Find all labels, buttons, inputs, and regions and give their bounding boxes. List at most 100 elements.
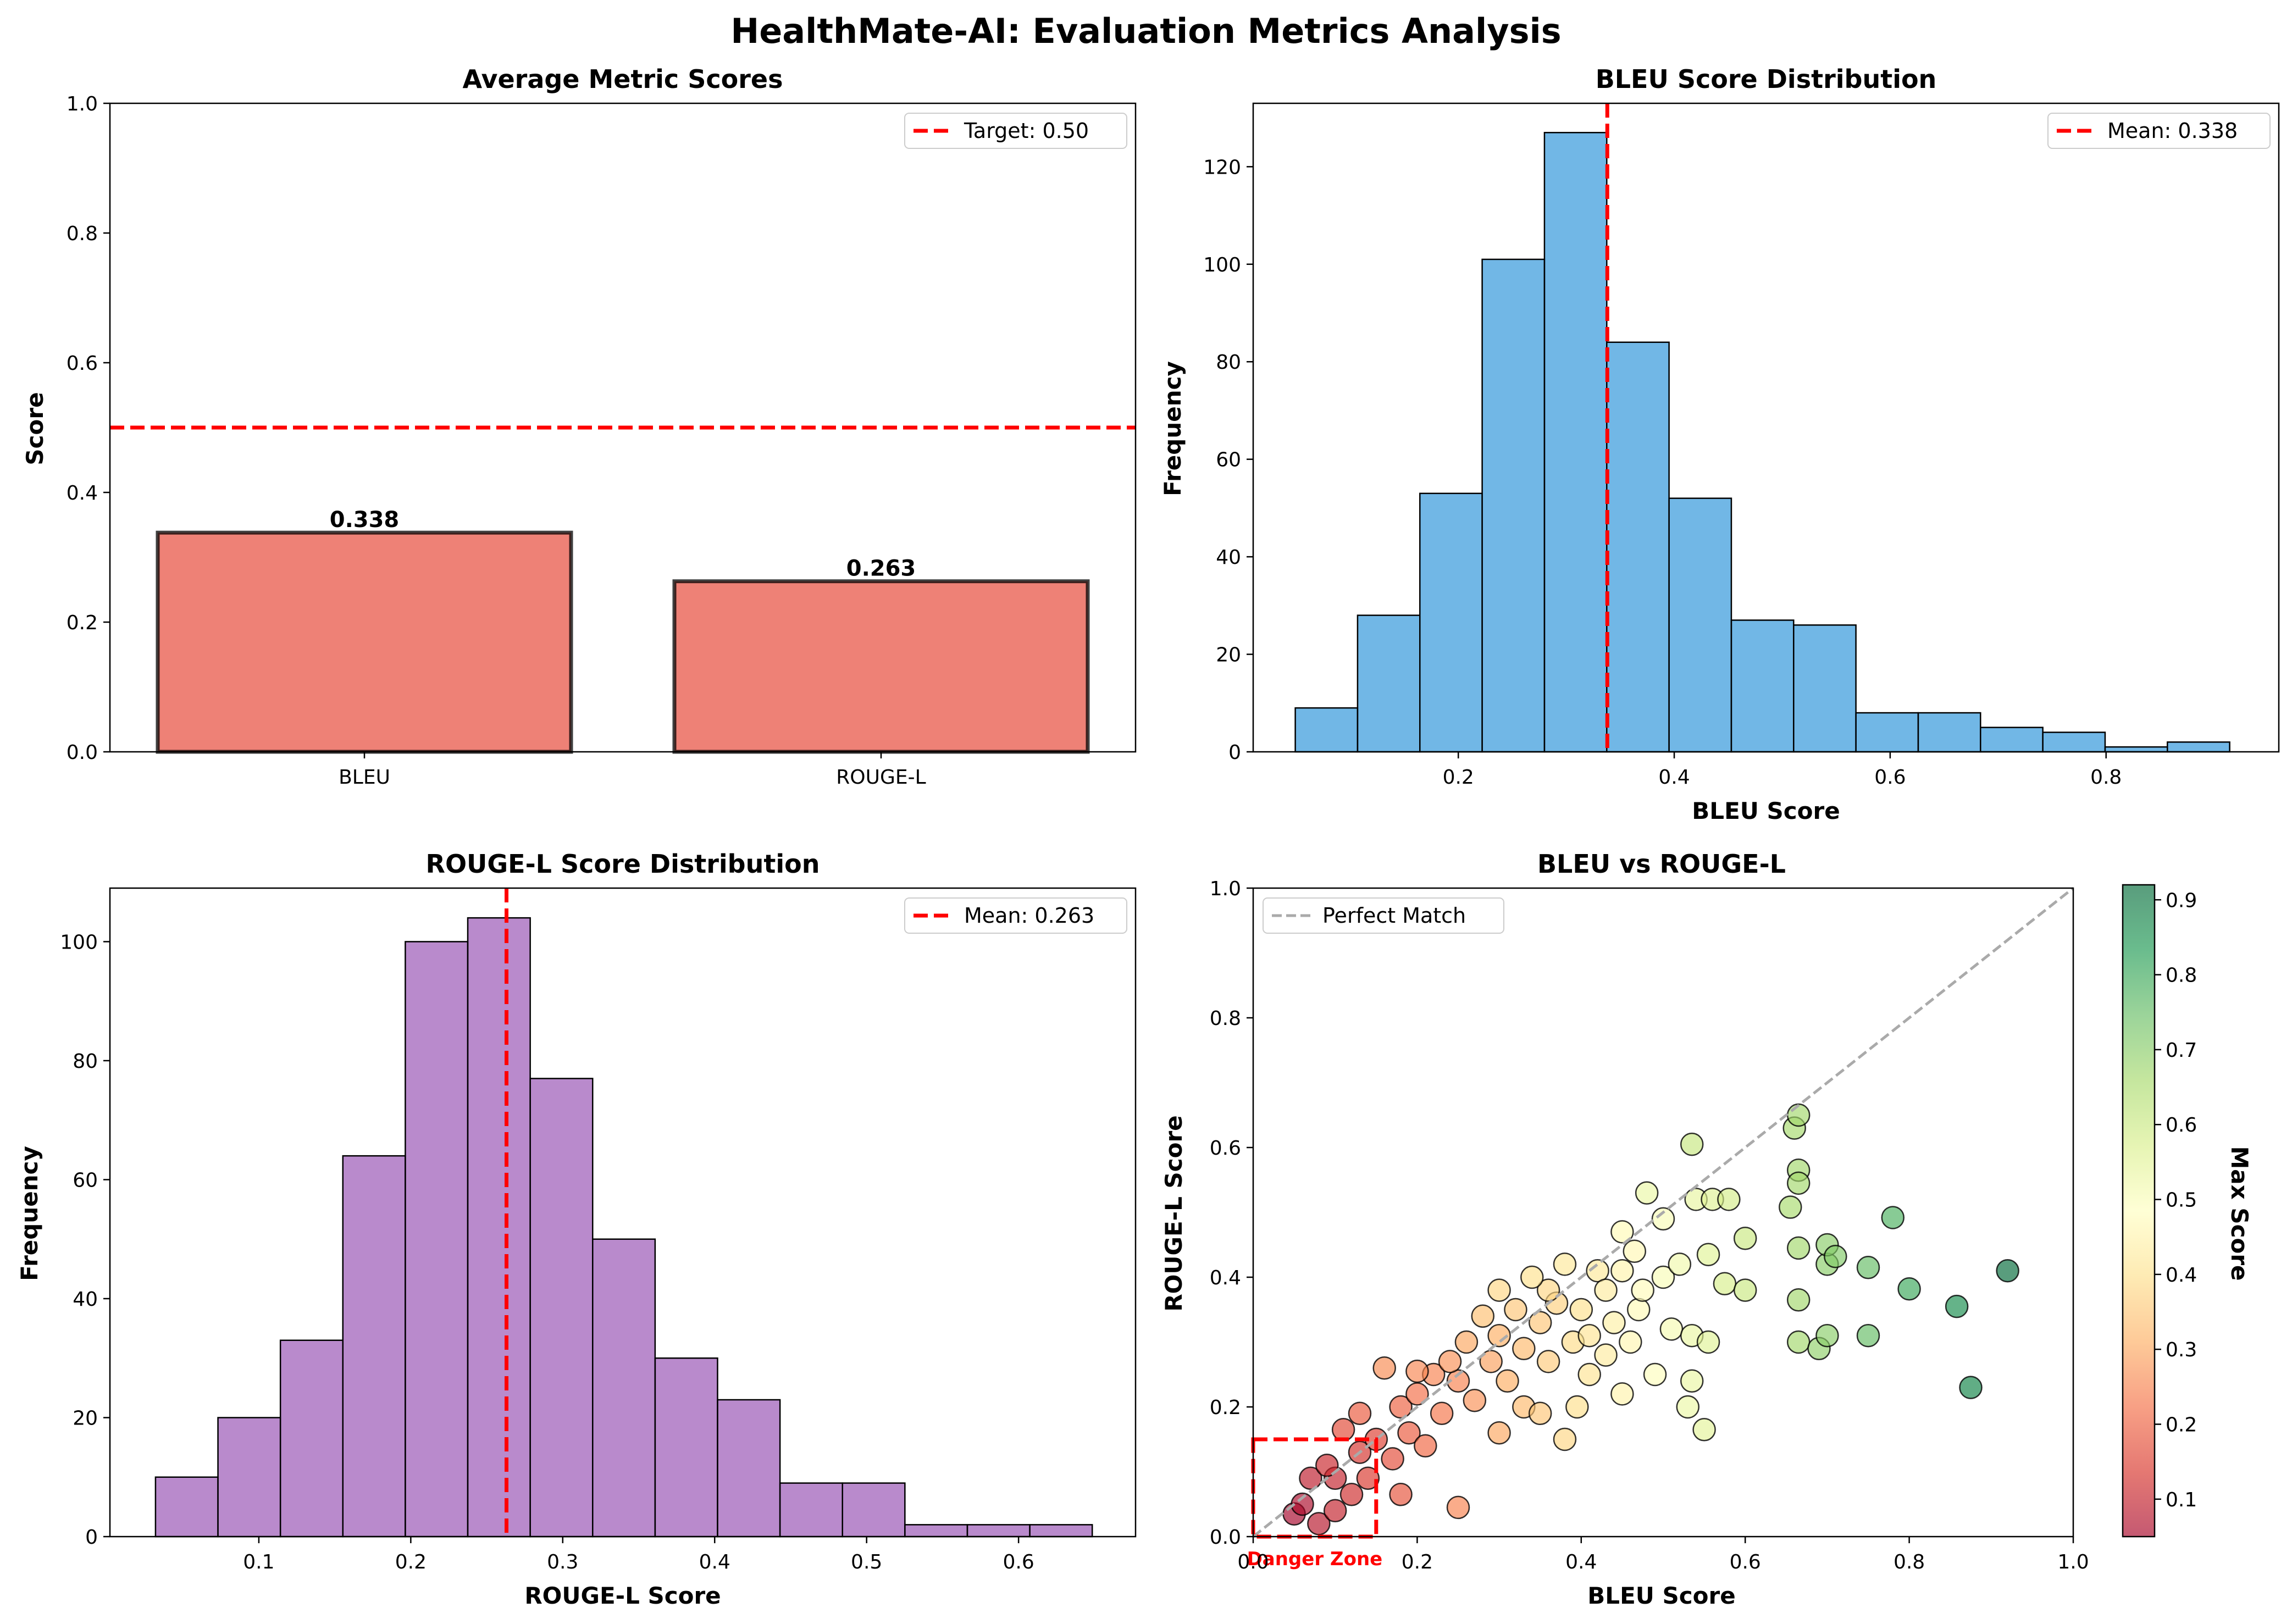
panel-bleu-distribution: BLEU Score Distribution BLEU Score Frequ… (1159, 64, 2280, 824)
p3-bin-13 (966, 1524, 1031, 1538)
scatter-point (1696, 1330, 1720, 1354)
scatter-point (1487, 1323, 1511, 1348)
scatter-point (1945, 1294, 1969, 1318)
p1-ytick-label-2: 0.4 (67, 482, 98, 505)
p3-ytick-label-2: 40 (73, 1288, 98, 1311)
scatter-point (1626, 1298, 1651, 1322)
colorbar-tick-label-6: 0.7 (2166, 1039, 2197, 1062)
p3-bin-3 (342, 1155, 406, 1538)
scatter-point (1536, 1350, 1560, 1373)
scatter-point (1856, 1256, 1880, 1279)
scatter-point (1692, 1418, 1716, 1442)
scatter-point (1463, 1388, 1487, 1412)
scatter-point (1348, 1401, 1372, 1426)
p3-ytick-label-3: 60 (73, 1169, 98, 1191)
p2-ytick-label-3: 60 (1216, 449, 1241, 472)
bar-value-label-0: 0.338 (330, 507, 400, 533)
scatter-point (1405, 1359, 1429, 1383)
scatter-point (1536, 1278, 1560, 1302)
p2-bin-0 (1294, 707, 1359, 753)
scatter-point (1520, 1265, 1544, 1289)
p2-xtick-label-2: 0.6 (1874, 766, 1906, 789)
scatter-point (1528, 1401, 1552, 1426)
p2-bin-4 (1543, 131, 1608, 753)
scatter-point (1659, 1317, 1684, 1341)
p3-xtick-label-1: 0.2 (395, 1551, 427, 1573)
p3-xtick-label-4: 0.5 (851, 1551, 882, 1573)
scatter-point (1733, 1226, 1757, 1250)
scatter-point (1331, 1418, 1355, 1442)
p1-ytick-label-3: 0.6 (67, 352, 98, 375)
scatter-point (1323, 1499, 1347, 1523)
scatter-point (1577, 1362, 1601, 1387)
p4-ytick-label-3: 0.6 (1210, 1137, 1241, 1160)
colorbar-tick-label-8: 0.9 (2166, 889, 2197, 912)
scatter-point (1786, 1236, 1811, 1260)
p2-bin-1 (1357, 614, 1421, 753)
scatter-point (1680, 1132, 1704, 1156)
p4-ytick-label-1: 0.2 (1210, 1396, 1241, 1419)
p2-bin-3 (1481, 258, 1546, 753)
p4-ytick-label-4: 0.8 (1210, 1007, 1241, 1030)
scatter-point (1602, 1311, 1626, 1334)
panel-rouge-distribution: ROUGE-L Score Distribution ROUGE-L Score… (16, 849, 1137, 1609)
p3-xlabel: ROUGE-L Score (524, 1582, 721, 1609)
scatter-point (1339, 1483, 1364, 1506)
p2-legend-label: Mean: 0.338 (2107, 119, 2238, 143)
p3-axes-frame (109, 887, 1137, 1538)
scatter-point (1479, 1350, 1503, 1373)
scatter-point (1446, 1369, 1470, 1393)
scatter-point (1786, 1288, 1811, 1312)
scatter-point (1610, 1220, 1634, 1244)
scatter-point (1786, 1171, 1811, 1195)
colorbar-tick-label-5: 0.6 (2166, 1114, 2197, 1137)
p3-bin-6 (529, 1078, 594, 1538)
bar-bleu (156, 530, 573, 754)
scatter-point (1786, 1330, 1811, 1354)
perfect-match-line (1252, 887, 2074, 1538)
p4-xtick-label-4: 0.8 (1894, 1551, 1925, 1573)
p1-ytick-label-5: 1.0 (67, 93, 98, 115)
scatter-point (1676, 1395, 1700, 1419)
danger-zone-label: Danger Zone (1247, 1548, 1383, 1570)
p4-xlabel: BLEU Score (1587, 1582, 1735, 1609)
p2-bin-6 (1668, 497, 1732, 753)
p3-legend-box (904, 897, 1127, 934)
p3-ytick-label-1: 20 (73, 1407, 98, 1429)
p3-bin-2 (279, 1339, 344, 1538)
scatter-point (1619, 1330, 1642, 1354)
p1-legend: Target: 0.50 (904, 113, 1127, 149)
p3-ytick-label-5: 100 (60, 931, 98, 954)
colorbar-tick-label-3: 0.4 (2166, 1264, 2197, 1287)
p1-legend-label: Target: 0.50 (964, 119, 1089, 143)
p3-title: ROUGE-L Score Distribution (426, 849, 820, 879)
p2-bin-13 (2104, 746, 2168, 753)
colorbar-tick-label-7: 0.8 (2166, 965, 2197, 987)
p2-ytick-label-0: 0 (1228, 741, 1241, 764)
p2-ytick-label-6: 120 (1203, 156, 1241, 179)
scatter-point (1856, 1323, 1880, 1348)
scatter-point (1512, 1337, 1536, 1361)
p2-bin-5 (1606, 341, 1670, 753)
p4-legend-label: Perfect Match (1322, 904, 1466, 928)
p2-bin-10 (1917, 712, 1981, 753)
p3-legend-label: Mean: 0.263 (964, 904, 1094, 928)
panel-average-metric-scores: Average Metric Scores Score 0.338 BLEU 0.2… (21, 64, 1137, 789)
p3-ylabel: Frequency (16, 1146, 43, 1281)
scatter-point (1651, 1265, 1675, 1289)
scatter-point (1381, 1447, 1404, 1471)
p4-xtick-label-2: 0.4 (1565, 1551, 1597, 1573)
scatter-point (1569, 1298, 1593, 1322)
panel-bleu-vs-rouge: BLEU vs ROUGE-L BLEU Score ROUGE-L Score… (1160, 849, 2253, 1609)
p4-axes-frame (1252, 887, 2074, 1538)
scatter-point (1356, 1466, 1380, 1490)
scatter-point (1680, 1369, 1704, 1393)
p2-xtick-label-1: 0.4 (1658, 766, 1690, 789)
p4-ytick-label-2: 0.4 (1210, 1267, 1241, 1289)
scatter-point (1299, 1466, 1322, 1490)
p4-ytick-label-5: 1.0 (1210, 878, 1241, 900)
p2-bin-2 (1419, 492, 1483, 753)
p2-bin-11 (1980, 727, 2044, 753)
scatter-point (1565, 1395, 1589, 1419)
p2-xtick-label-3: 0.8 (2090, 766, 2122, 789)
